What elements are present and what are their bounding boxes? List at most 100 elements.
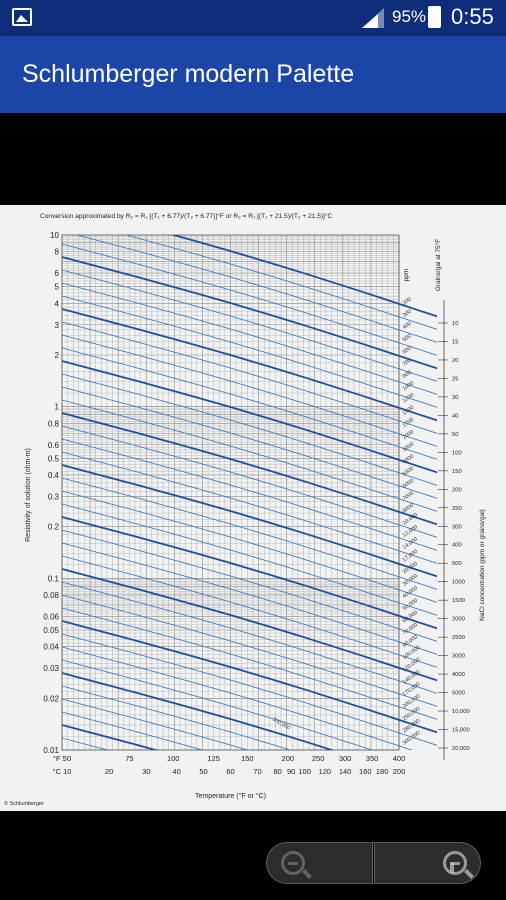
- x-tick-label-c: 120: [319, 767, 332, 776]
- grains-label: 1500: [452, 598, 465, 604]
- ppm-axis-label: ppm: [403, 269, 410, 282]
- x-tick-label-c: 40: [172, 767, 180, 776]
- zoom-in-icon: [443, 851, 467, 875]
- y-tick-label: 5: [55, 283, 60, 292]
- salinity-curve: [62, 438, 437, 551]
- y-tick-label: 0.05: [43, 626, 59, 635]
- battery-percent: 95%: [392, 7, 427, 26]
- grains-label: 200: [452, 487, 462, 493]
- ppm-label: 8000: [402, 502, 415, 514]
- ppm-label: 4000: [402, 454, 415, 466]
- x-tick-label-f: 125: [207, 754, 220, 763]
- salinity-curve: [62, 347, 437, 460]
- grains-label: 20: [452, 358, 458, 364]
- x-tick-label-c: 20: [105, 767, 113, 776]
- x-tick-label-c: 50: [199, 767, 207, 776]
- ppm-label: 800: [402, 370, 413, 380]
- ppm-label: 5000: [402, 466, 415, 478]
- grains-label: 20,000: [452, 746, 470, 752]
- salinity-curve: [62, 373, 437, 486]
- y-tick-label: 0.04: [43, 643, 59, 652]
- x-tick-label-c: 180: [376, 767, 389, 776]
- salinity-curve: [62, 256, 437, 370]
- salinity-curve: [62, 672, 335, 750]
- ppm-label: 1400: [402, 405, 415, 417]
- zoom-out-icon: [281, 851, 305, 875]
- salinity-curve: [62, 711, 204, 750]
- grains-label: 1000: [452, 580, 465, 586]
- x-tick-label-f: 75: [125, 754, 133, 763]
- salinity-curve: [62, 646, 413, 750]
- x-tick-label-f: 250: [312, 754, 325, 763]
- salinity-curve: [62, 282, 437, 395]
- signal-icon: [362, 8, 384, 28]
- salinity-curve: [62, 503, 437, 616]
- zoom-out-button[interactable]: [266, 842, 373, 884]
- y-tick-label: 0.3: [48, 492, 60, 501]
- salinity-curve: [62, 412, 437, 526]
- grains-label: 10,000: [452, 709, 470, 715]
- salinity-curve: [62, 464, 437, 578]
- grains-label: 25: [452, 376, 458, 382]
- grains-label: 40: [452, 413, 458, 419]
- salinity-curve: [62, 386, 437, 499]
- ppm-label: 3000: [402, 441, 415, 453]
- ppm-label: 500: [402, 333, 413, 343]
- zoom-in-button[interactable]: [374, 842, 481, 884]
- gallery-icon: [12, 8, 32, 26]
- x-tick-label-c: 70: [253, 767, 261, 776]
- y-tick-label: 0.8: [48, 419, 60, 428]
- y-tick-label: 0.02: [43, 694, 59, 703]
- y-axis-label: Resistivity of solution (ohm-m): [25, 448, 32, 542]
- ppm-label: 300: [402, 309, 413, 319]
- grains-label: 400: [452, 543, 462, 549]
- chart-image[interactable]: Conversion approximated by R₂ = R₁ [(T₁ …: [0, 205, 506, 811]
- ppm-label: 700: [402, 358, 413, 368]
- y-tick-label: 0.5: [48, 454, 60, 463]
- y-tick-label: 0.01: [43, 746, 59, 755]
- salinity-curve: [62, 243, 437, 356]
- salinity-curve: [62, 529, 437, 642]
- app-title: Schlumberger modern Palette: [22, 60, 355, 88]
- salinity-curve: [62, 607, 437, 720]
- salinity-curve: [62, 399, 437, 512]
- salinity-curve: [62, 490, 437, 603]
- resistivity-chart: Conversion approximated by R₂ = R₁ [(T₁ …: [0, 205, 506, 811]
- y-tick-label: 0.2: [48, 523, 60, 532]
- ppm-label: 600: [402, 345, 413, 355]
- y-tick-label: 4: [55, 299, 60, 308]
- salinity-curve: [62, 425, 437, 538]
- salinity-curve: [62, 360, 437, 474]
- salinity-curve: [62, 568, 437, 682]
- x-tick-label-f: 100: [167, 754, 180, 763]
- x-tick-label-f: 400: [393, 754, 406, 763]
- grains-axis-label: Grains/gal at 75°F: [434, 239, 442, 291]
- salinity-curve: [170, 235, 437, 318]
- x-tick-label-c: 100: [298, 767, 311, 776]
- grains-label: 30: [452, 395, 458, 401]
- salinity-curve: [62, 581, 437, 694]
- ppm-label: 1000: [402, 380, 415, 392]
- grains-label: 100: [452, 450, 462, 456]
- y-tick-label: 0.6: [48, 441, 60, 450]
- salinity-curve: [62, 516, 437, 630]
- grains-label: 3000: [452, 654, 465, 660]
- x-tick-label-c: 30: [142, 767, 150, 776]
- y-tick-label: 10: [50, 231, 59, 240]
- salinity-curve: [62, 724, 159, 750]
- x-tick-label-c: 200: [393, 767, 406, 776]
- grains-label: 15: [452, 339, 458, 345]
- y-tick-label: 0.1: [48, 574, 60, 583]
- battery-charging-icon: [428, 6, 441, 28]
- salinity-curve: [62, 555, 437, 668]
- grains-label: 5000: [452, 691, 465, 697]
- salinity-curve: [62, 685, 292, 750]
- grains-label: 300: [452, 524, 462, 530]
- salinity-curve: [62, 594, 437, 707]
- grains-label: 15,000: [452, 728, 470, 734]
- salinity-curve: [62, 542, 437, 655]
- salinity-curve: [62, 308, 437, 422]
- y-tick-label: 8: [55, 248, 60, 257]
- x-tick-label-c: 60: [226, 767, 234, 776]
- salinity-curve: [62, 698, 249, 750]
